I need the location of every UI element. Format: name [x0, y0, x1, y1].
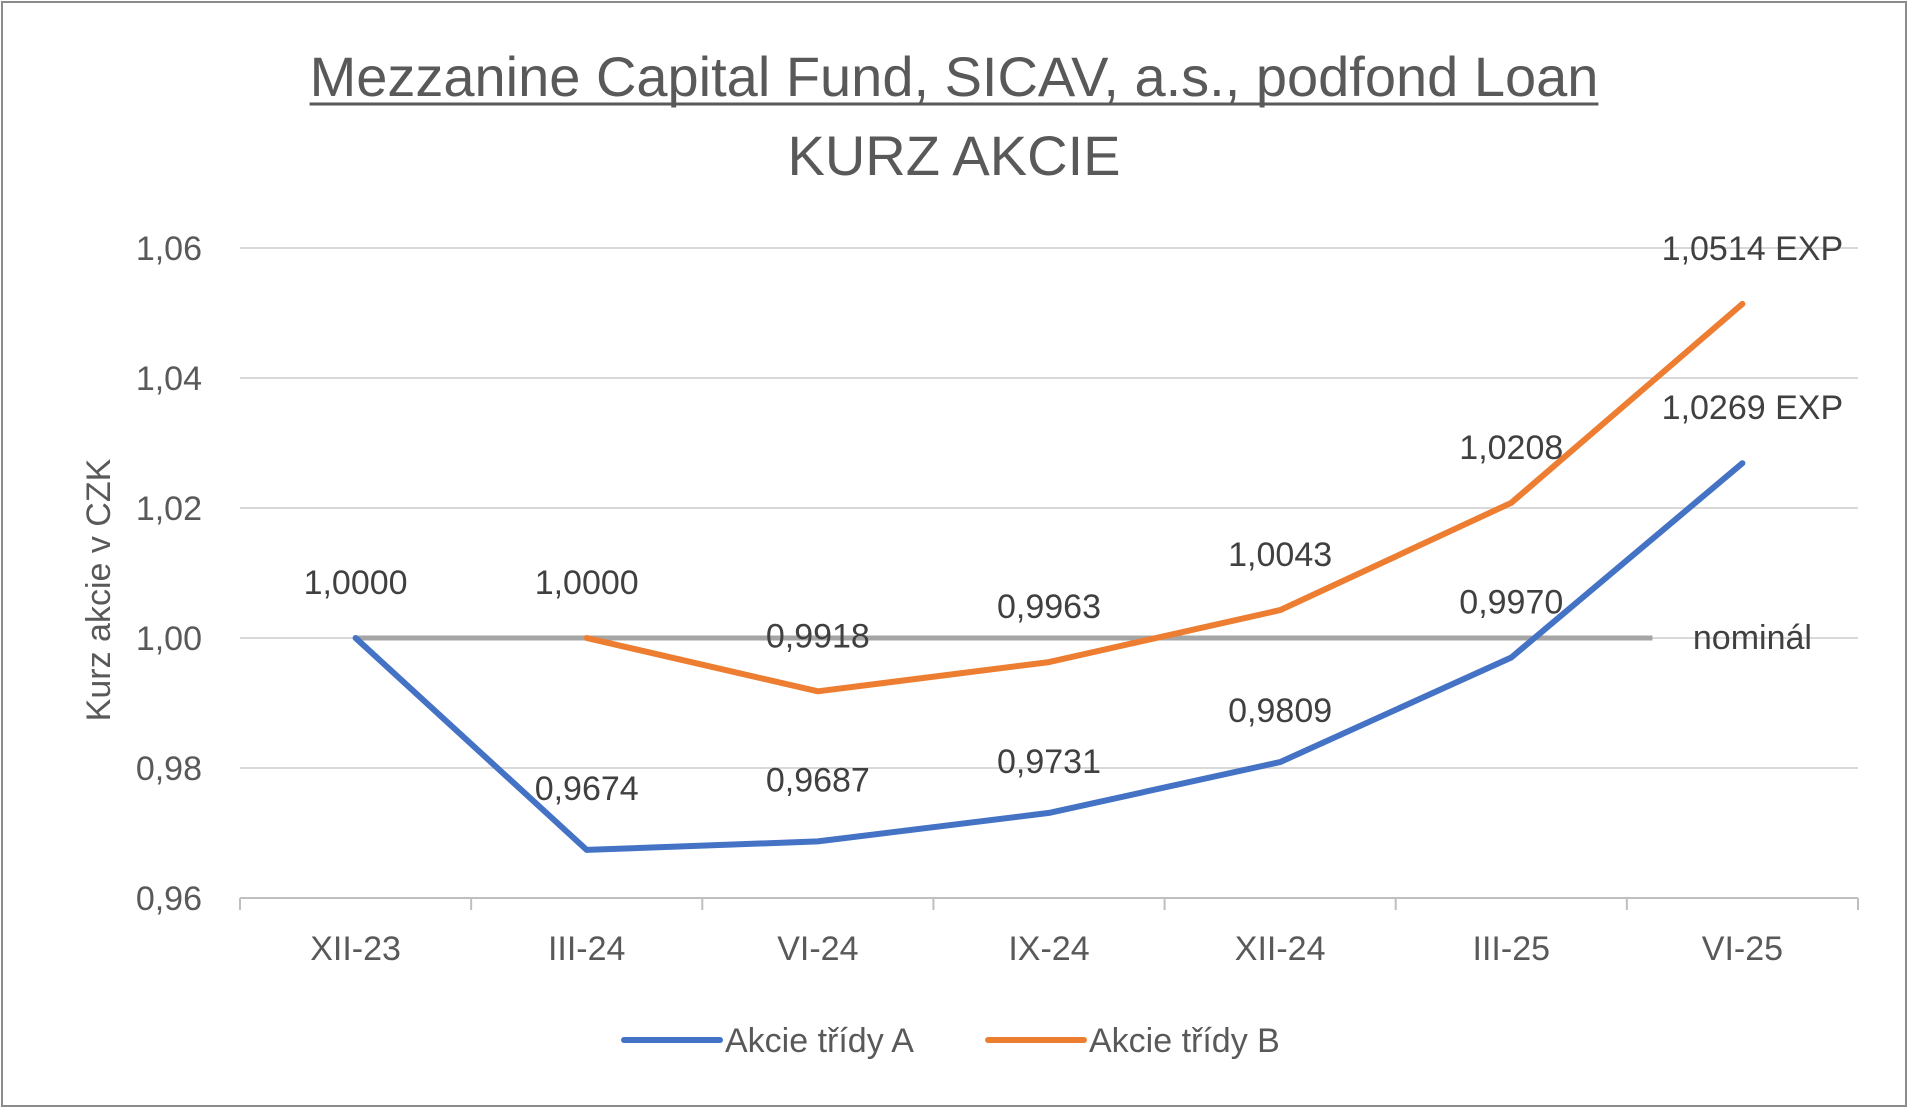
- x-tick-label: III-25: [1473, 930, 1550, 968]
- y-tick-label: 1,00: [136, 620, 202, 658]
- y-axis-title: Kurz akcie v CZK: [80, 458, 118, 721]
- series-group: [352, 300, 1746, 853]
- legend: Akcie třídy A Akcie třídy B: [621, 1022, 1280, 1060]
- reference-line-group: nominál: [355, 619, 1812, 657]
- data-label: 0,9731: [997, 743, 1101, 781]
- data-label: 0,9809: [1228, 692, 1332, 730]
- data-label: 0,9918: [766, 617, 870, 655]
- data-label: 1,0269 EXP: [1662, 389, 1843, 427]
- series-line: [583, 300, 1746, 695]
- x-axis-ticks: XII-23 III-24 VI-24 IX-24 XII-24 III-25 VI-25: [310, 930, 1783, 968]
- y-tick-label: 1,04: [136, 360, 202, 398]
- x-axis: [239, 897, 1859, 910]
- chart-title: Mezzanine Capital Fund, SICAV, a.s., pod…: [310, 45, 1599, 108]
- data-labels: 1,0000 0,9674 0,9687 0,9731 0,9809 0,9970 1,02…: [304, 230, 1844, 808]
- x-tick-label: IX-24: [1008, 930, 1089, 968]
- legend-label: Akcie třídy B: [1089, 1022, 1280, 1060]
- x-tick-label: VI-24: [777, 930, 858, 968]
- data-label: 1,0208: [1459, 429, 1563, 467]
- x-tick-label: VI-25: [1702, 930, 1783, 968]
- y-tick-label: 1,02: [136, 490, 202, 528]
- data-label: 1,0000: [535, 564, 639, 602]
- x-tick-label: XII-23: [310, 930, 401, 968]
- data-label: 1,0043: [1228, 536, 1332, 574]
- gridlines: [240, 247, 1858, 769]
- reference-line-label: nominál: [1693, 619, 1812, 657]
- y-tick-label: 0,96: [136, 880, 202, 918]
- data-label: 0,9963: [997, 588, 1101, 626]
- data-label: 0,9674: [535, 770, 639, 808]
- x-tick-label: XII-24: [1235, 930, 1326, 968]
- y-tick-label: 1,06: [136, 230, 202, 268]
- y-tick-label: 0,98: [136, 750, 202, 788]
- data-label: 0,9970: [1459, 584, 1563, 622]
- data-label: 1,0514 EXP: [1662, 230, 1843, 268]
- x-tick-label: III-24: [548, 930, 625, 968]
- legend-label: Akcie třídy A: [725, 1022, 914, 1060]
- y-axis-ticks: 0,96 0,98 1,00 1,02 1,04 1,06: [136, 230, 202, 918]
- series-line: [352, 460, 1746, 853]
- chart-subtitle: KURZ AKCIE: [788, 124, 1121, 187]
- data-label: 0,9687: [766, 761, 870, 799]
- data-label: 1,0000: [304, 564, 408, 602]
